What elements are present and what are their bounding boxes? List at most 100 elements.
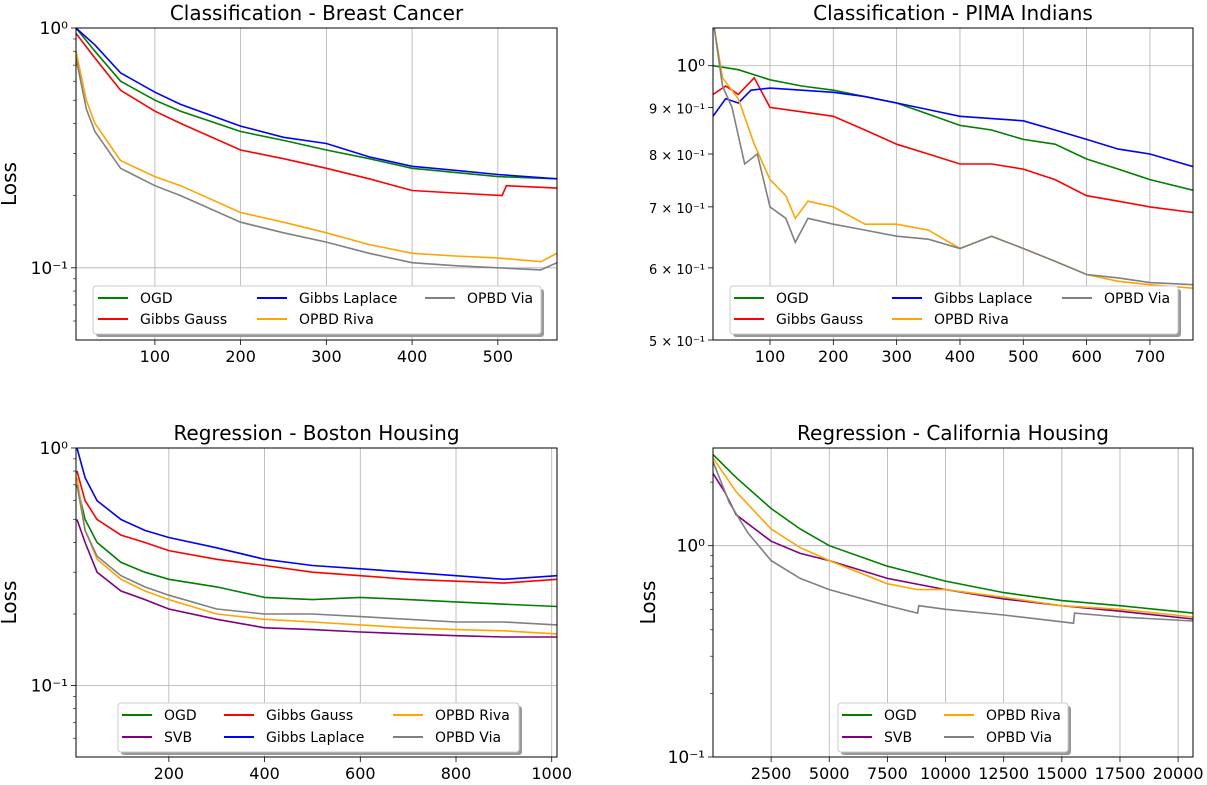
series-line-gibbs-laplace [76, 28, 557, 180]
y-tick-label: 9 × 10⁻¹ [649, 102, 705, 117]
legend-label: Gibbs Laplace [934, 291, 1032, 307]
x-tick-label: 200 [154, 764, 185, 781]
x-tick-label: 15000 [1036, 764, 1087, 781]
x-tick-label: 100 [755, 347, 786, 366]
subplot-1: 100 200 300 400 500 10⁰ 10⁻¹ Classification - B… [0, 1, 558, 366]
legend-item: SVB [122, 730, 192, 746]
x-tick-label: 700 [1135, 347, 1166, 366]
x-tick-label: 400 [249, 764, 280, 781]
y-tick-label: 5 × 10⁻¹ [649, 335, 705, 350]
x-tick-label: 300 [311, 347, 342, 366]
legend-item: OGD [842, 708, 917, 724]
x-tick-label: 300 [881, 347, 912, 366]
legend-label: Gibbs Laplace [299, 291, 397, 307]
y-tick-label: 10⁰ [677, 537, 706, 557]
x-tick-label: 20000 [1153, 764, 1204, 781]
x-tick-label: 200 [818, 347, 849, 366]
x-tick-label: 17500 [1095, 764, 1146, 781]
legend-item: OPBD Via [425, 291, 533, 307]
legend-item: OPBD Riva [892, 312, 1009, 328]
x-tick-label: 200 [225, 347, 256, 366]
legend-label: Gibbs Gauss [266, 708, 353, 724]
legend-item: Gibbs Laplace [892, 291, 1032, 307]
legend-label: OPBD Riva [299, 312, 374, 328]
y-tick-label: 10⁻¹ [31, 677, 68, 697]
legend-label: SVB [884, 730, 912, 746]
y-tick-label: 6 × 10⁻¹ [649, 263, 705, 278]
legend: OGD SVB Gibbs Gauss Gibbs Laplace OPBD Riva O… [117, 702, 522, 755]
legend-label: SVB [164, 730, 192, 746]
subplot-2: 100 200 300 400 500 600 700 10⁰ 9 × 10⁻¹ 8 × 10⁻¹… [649, 1, 1194, 366]
legend-item: Gibbs Laplace [257, 291, 397, 307]
legend-item: OPBD Via [393, 730, 501, 746]
legend: OGD Gibbs Gauss Gibbs Laplace OPBD Riva OPBD… [92, 285, 544, 337]
x-tick-label: 500 [1008, 347, 1039, 366]
x-tick-label: 100 [140, 347, 171, 366]
y-axis-label: Loss [0, 162, 21, 206]
series-line-opbd-riva [76, 477, 557, 635]
legend-label: OPBD Via [1104, 291, 1170, 307]
x-tick-label: 7500 [867, 764, 908, 781]
series-line-ogd [713, 64, 1193, 191]
legend-box [837, 702, 1069, 753]
subplot-4: 2500 5000 7500 10000 12500 15000 17500 20000 10⁰… [636, 421, 1204, 783]
chart-title: Regression - Boston Housing [173, 421, 459, 445]
chart-title: Regression - California Housing [797, 421, 1109, 445]
axes-frame [712, 447, 1194, 758]
legend-label: OGD [884, 708, 917, 724]
legend-item: OPBD Riva [944, 708, 1061, 724]
series-line-opbd-riva [76, 51, 557, 263]
series-line-gibbs-laplace [713, 87, 1193, 168]
y-tick-label: 10⁻¹ [31, 259, 68, 279]
series-line-opbd-via [713, 461, 1193, 625]
y-tick-label: 8 × 10⁻¹ [649, 149, 705, 164]
x-tick-label: 500 [483, 347, 514, 366]
legend-item: OPBD Via [1062, 291, 1170, 307]
legend-label: OPBD Riva [435, 708, 510, 724]
legend-item: OGD [98, 291, 173, 307]
axes-frame [75, 447, 558, 758]
series-line-gibbs-gauss [76, 470, 557, 584]
legend-label: OPBD Via [435, 730, 501, 746]
x-tick-label: 800 [441, 764, 472, 781]
x-tick-label: 1000 [531, 764, 572, 781]
x-tick-label: 400 [397, 347, 428, 366]
series-line-gibbs-gauss [76, 32, 557, 197]
x-tick-label: 12500 [978, 764, 1029, 781]
legend-item: OGD [734, 291, 809, 307]
legend-label: Gibbs Laplace [266, 730, 364, 746]
y-axis-label: Loss [0, 581, 21, 625]
legend-label: Gibbs Gauss [776, 312, 863, 328]
series-line-gibbs-gauss [713, 76, 1193, 214]
y-tick-label: 10⁻¹ [668, 748, 705, 768]
legend-item: OPBD Riva [393, 708, 510, 724]
axes-frame [712, 27, 1194, 341]
legend-label: OPBD Riva [934, 312, 1009, 328]
legend-label: Gibbs Gauss [140, 312, 227, 328]
legend: OGD SVB OPBD Riva OPBD Via [837, 702, 1071, 755]
legend-label: OGD [164, 708, 197, 724]
legend-label: OPBD Via [467, 291, 533, 307]
legend-item: OPBD Riva [257, 312, 374, 328]
series-line-gibbs-laplace [76, 448, 557, 581]
x-tick-label: 400 [945, 347, 976, 366]
series-line-ogd [76, 28, 557, 180]
series-line-opbd-riva [713, 28, 1193, 289]
x-tick-label: 5000 [809, 764, 850, 781]
series-line-svb [713, 472, 1193, 620]
x-tick-label: 600 [1071, 347, 1102, 366]
legend-label: OGD [140, 291, 173, 307]
legend-item: SVB [842, 730, 912, 746]
y-tick-label: 7 × 10⁻¹ [649, 202, 705, 217]
legend-label: OPBD Via [986, 730, 1052, 746]
y-tick-label: 10⁰ [40, 439, 69, 459]
series-line-ogd [713, 454, 1193, 614]
series-line-ogd [76, 484, 557, 608]
series-line-opbd-via [76, 484, 557, 626]
x-tick-label: 2500 [751, 764, 792, 781]
y-tick-label: 10⁰ [40, 19, 69, 39]
legend-label: OGD [776, 291, 809, 307]
series-line-opbd-riva [713, 457, 1193, 618]
y-tick-label: 10⁰ [677, 57, 706, 77]
